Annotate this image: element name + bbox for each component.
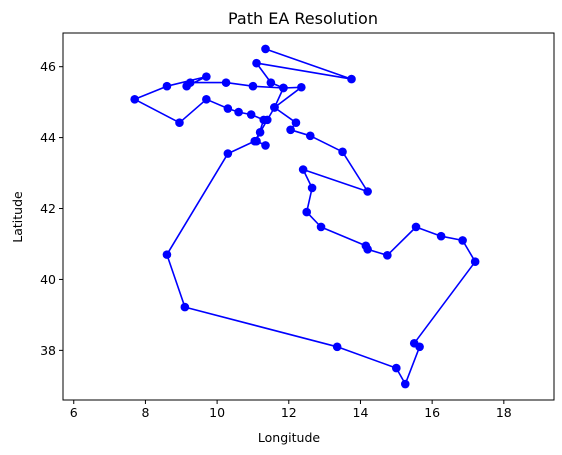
data-point — [202, 95, 211, 104]
data-point — [307, 183, 317, 193]
x-tick-label: 8 — [141, 405, 149, 420]
x-axis-label: Longitude — [258, 430, 320, 445]
y-tick-label: 40 — [40, 272, 56, 287]
y-axis-ticks: 38 40 42 44 46 — [40, 59, 63, 358]
y-tick-label: 38 — [40, 343, 56, 358]
data-point — [316, 222, 326, 232]
x-tick-label: 12 — [281, 405, 297, 420]
data-point — [261, 44, 270, 54]
data-point — [305, 131, 315, 141]
y-tick-label: 46 — [40, 59, 56, 74]
data-point — [470, 257, 480, 267]
data-point — [252, 58, 261, 68]
data-point — [259, 115, 269, 125]
data-point — [246, 110, 256, 119]
data-point — [255, 127, 265, 137]
data-point — [297, 82, 306, 92]
data-point — [279, 83, 288, 93]
x-tick-label: 16 — [424, 405, 440, 420]
data-point — [291, 118, 301, 128]
data-point — [266, 78, 276, 87]
y-tick-label: 44 — [40, 130, 56, 145]
data-point — [223, 149, 233, 158]
data-point — [286, 125, 295, 135]
data-point — [162, 250, 172, 259]
data-point — [130, 95, 139, 104]
data-point — [409, 338, 419, 348]
data-point — [411, 222, 421, 232]
data-point — [383, 251, 392, 260]
data-point — [162, 81, 172, 91]
plot-area: 6 8 10 12 14 16 18 38 40 42 44 46 — [40, 32, 555, 420]
x-tick-label: 10 — [209, 405, 225, 420]
data-point — [400, 379, 410, 389]
data-point — [338, 147, 347, 157]
data-point — [261, 141, 270, 150]
x-tick-label: 14 — [353, 405, 369, 420]
x-tick-label: 6 — [70, 405, 78, 420]
data-point — [234, 107, 243, 117]
data-point — [221, 78, 231, 87]
data-point — [248, 81, 258, 91]
data-point — [392, 363, 401, 373]
data-point — [347, 74, 356, 84]
chart-title: Path EA Resolution — [228, 9, 378, 28]
data-point — [252, 136, 261, 146]
x-tick-label: 18 — [496, 405, 512, 420]
data-point — [175, 118, 184, 128]
data-point — [298, 165, 308, 174]
data-point — [361, 241, 371, 251]
x-axis-ticks: 6 8 10 12 14 16 18 — [70, 400, 512, 420]
data-point — [458, 236, 467, 245]
data-point — [302, 207, 312, 217]
data-point — [182, 81, 191, 91]
data-point — [180, 302, 190, 312]
data-point — [332, 342, 342, 352]
data-point — [202, 72, 211, 81]
data-point — [436, 231, 446, 241]
data-point — [363, 187, 372, 196]
data-point — [270, 103, 279, 112]
y-axis-label: Latitude — [10, 191, 25, 243]
path-line — [133, 48, 477, 385]
data-point — [223, 104, 233, 113]
y-tick-label: 42 — [40, 201, 56, 216]
plot-frame — [62, 32, 555, 401]
series-group — [130, 44, 480, 389]
